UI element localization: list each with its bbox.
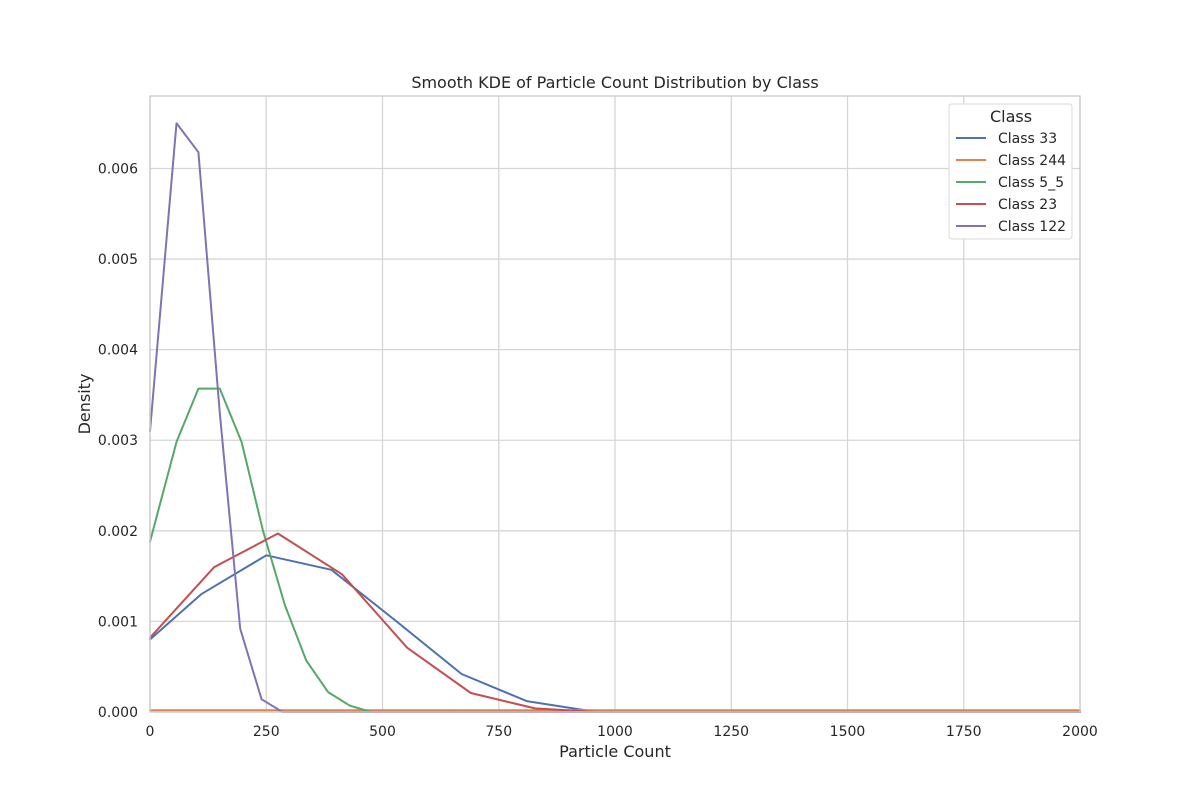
series-line-class-5-5 (149, 387, 1081, 713)
y-axis-ticks: 0.000 0.001 0.002 0.003 0.004 0.005 0.006 (98, 161, 138, 721)
chart-title: Smooth KDE of Particle Count Distributio… (411, 73, 818, 92)
legend-label-class-33: Class 33 (998, 131, 1057, 147)
series-line-class-23 (149, 532, 1081, 713)
x-tick-label: 500 (369, 724, 396, 740)
x-axis-title: Particle Count (559, 742, 671, 761)
y-axis-title: Density (75, 374, 94, 435)
plot-frame (149, 95, 1081, 713)
x-tick-label: 250 (253, 724, 280, 740)
y-tick-label: 0.005 (98, 252, 138, 268)
legend-title: Class (990, 107, 1032, 126)
series-line-class-33 (149, 554, 1081, 713)
x-tick-label: 1750 (946, 724, 982, 740)
series-layer (149, 122, 1081, 713)
x-tick-label: 750 (485, 724, 512, 740)
legend-label-class-244: Class 244 (998, 153, 1066, 169)
x-tick-label: 1250 (713, 724, 749, 740)
y-tick-label: 0.006 (98, 161, 138, 177)
legend-items: Class 33 Class 244 Class 5_5 Class 23 Class … (956, 131, 1066, 235)
y-tick-label: 0.000 (98, 705, 138, 721)
y-tick-label: 0.003 (98, 433, 138, 449)
x-tick-label: 1000 (597, 724, 633, 740)
legend-label-class-23: Class 23 (998, 197, 1057, 213)
legend: Class Class 33 Class 244 Class 5_5 Class 23… (948, 103, 1073, 240)
x-tick-label: 1500 (830, 724, 866, 740)
y-tick-label: 0.002 (98, 524, 138, 540)
y-tick-label: 0.004 (98, 343, 138, 359)
x-tick-label: 2000 (1062, 724, 1098, 740)
series-line-class-122 (149, 122, 1081, 713)
y-tick-label: 0.001 (98, 614, 138, 630)
legend-label-class-122: Class 122 (998, 219, 1066, 235)
x-tick-label: 0 (146, 724, 155, 740)
legend-label-class-5-5: Class 5_5 (998, 175, 1064, 191)
x-axis-ticks: 0 250 500 750 1000 1250 1500 1750 2000 (146, 724, 1098, 740)
